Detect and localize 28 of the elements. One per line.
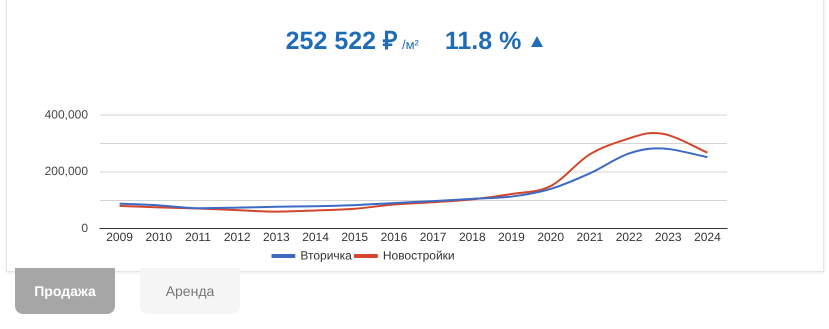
x-tick-label: 2018 <box>458 230 486 244</box>
legend-label: Вторичка <box>300 248 352 262</box>
text: Аренда <box>140 268 240 314</box>
chart-subtitle: /м² <box>402 37 419 52</box>
x-tick-label: 2009 <box>106 230 134 244</box>
text: 11.8 % <box>444 27 522 55</box>
x-tick-label: 2014 <box>302 230 330 244</box>
x-tick-label: 2021 <box>576 230 604 244</box>
x-tick-label: 2011 <box>185 230 212 244</box>
line-series <box>118 147 708 210</box>
y-tick-label: 400,000 <box>44 108 88 122</box>
x-tick-label: 2022 <box>616 230 643 244</box>
x-tick-label: 2023 <box>654 230 682 244</box>
legend-label: Новостройки <box>382 248 455 262</box>
x-tick-label: 2012 <box>224 230 251 244</box>
x-tick-label: 2024 <box>694 230 722 244</box>
x-tick-label: 2017 <box>420 230 447 244</box>
x-tick-label: 2016 <box>380 230 408 244</box>
text: Продажа <box>15 268 115 314</box>
x-tick-label: 2013 <box>262 230 290 244</box>
x-tick-label: 2015 <box>341 230 368 244</box>
chart-title: 252 522 ₽ <box>286 27 398 55</box>
y-tick-label: 200,000 <box>44 164 88 178</box>
x-tick-label: 2020 <box>537 230 564 244</box>
line-series <box>118 132 708 213</box>
y-tick-label: 0 <box>81 220 88 235</box>
x-tick-label: 2010 <box>145 230 172 244</box>
x-tick-label: 2019 <box>498 230 526 244</box>
